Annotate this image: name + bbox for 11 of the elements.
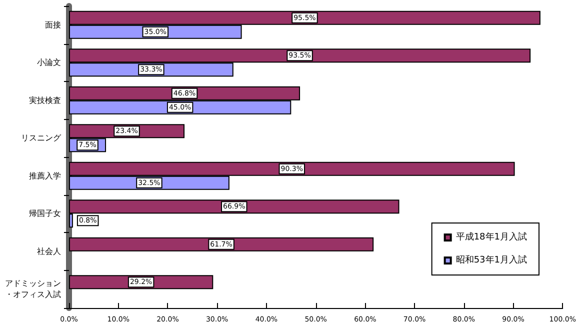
y-tick-label: 面接 [45,20,61,30]
y-tick-label: リスニング [21,134,62,143]
y-tick-label: 社会人 [37,246,61,256]
y-tick-label: 推薦入学 [29,171,61,180]
bar [69,237,374,252]
y-tick-label: アドミッション・オフィス入試 [5,279,61,300]
y-tick-label: 帰国子女 [29,209,61,218]
legend-label: 昭和53年1月入試 [456,254,528,266]
y-tick-label: 小論文 [37,58,61,68]
legend-label: 平成18年1月入試 [456,232,528,242]
y-tick-label: 実技検査 [29,96,61,105]
